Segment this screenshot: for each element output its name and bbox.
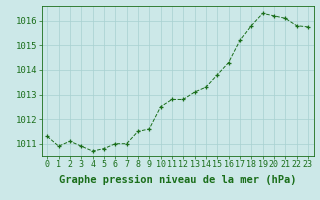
X-axis label: Graphe pression niveau de la mer (hPa): Graphe pression niveau de la mer (hPa) xyxy=(59,175,296,185)
